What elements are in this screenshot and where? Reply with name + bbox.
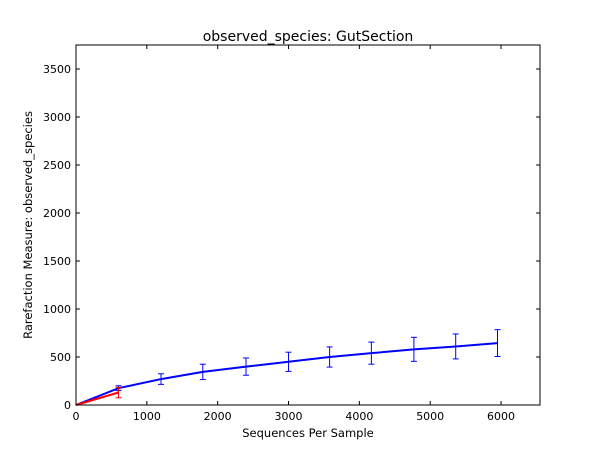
y-tick-label: 2000	[43, 207, 71, 220]
x-tick-label: 4000	[345, 410, 373, 423]
plot-marks	[75, 329, 501, 406]
x-tick-label: 5000	[416, 410, 444, 423]
series-line	[75, 391, 119, 406]
plot-frame	[75, 44, 541, 406]
y-tick-label: 2500	[43, 159, 71, 172]
y-tick-label: 1500	[43, 255, 71, 268]
x-tick-label: 3000	[275, 410, 303, 423]
y-tick-label: 3000	[43, 111, 71, 124]
chart-title: observed_species: GutSection	[203, 29, 414, 45]
y-tick-label: 3500	[43, 63, 71, 76]
x-tick-label: 2000	[204, 410, 232, 423]
axis-ticks: 0 1000 2000 3000 4000 5000 6000 0 500 1000 1500 200…	[43, 45, 540, 423]
series-1	[75, 386, 122, 406]
y-axis-label: Rarefaction Measure: observed_species	[21, 111, 35, 339]
series-0	[75, 329, 501, 406]
series-line	[75, 342, 498, 406]
x-tick-label: 1000	[133, 410, 161, 423]
x-tick-label: 6000	[487, 410, 515, 423]
y-tick-label: 1000	[43, 303, 71, 316]
x-axis-label: Sequences Per Sample	[242, 426, 373, 440]
x-tick-label: 0	[73, 410, 80, 423]
y-tick-label: 0	[64, 399, 71, 412]
y-tick-label: 500	[50, 351, 71, 364]
